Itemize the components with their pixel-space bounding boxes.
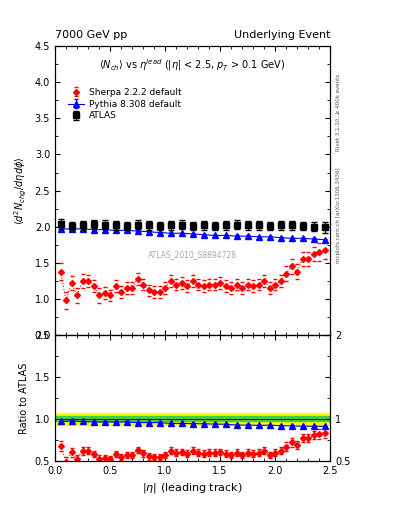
Bar <box>55 413 330 425</box>
Text: 7000 GeV pp: 7000 GeV pp <box>55 30 127 40</box>
Bar <box>55 416 330 421</box>
Text: mcplots.cern.ch [arXiv:1306.3436]: mcplots.cern.ch [arXiv:1306.3436] <box>336 167 341 263</box>
Y-axis label: $\langle d^2 N_{chg}/d\eta d\phi \rangle$: $\langle d^2 N_{chg}/d\eta d\phi \rangle… <box>13 156 29 225</box>
Text: Rivet 3.1.10, ≥ 400k events: Rivet 3.1.10, ≥ 400k events <box>336 74 341 151</box>
Text: $\langle N_{ch}\rangle$ vs $\eta^{lead}$ ($|\eta|$ < 2.5, $p_{T}$ > 0.1 GeV): $\langle N_{ch}\rangle$ vs $\eta^{lead}$… <box>99 58 286 73</box>
X-axis label: $|\eta|$ (leading track): $|\eta|$ (leading track) <box>142 481 243 495</box>
Text: ATLAS_2010_S8894728: ATLAS_2010_S8894728 <box>148 250 237 259</box>
Text: Underlying Event: Underlying Event <box>233 30 330 40</box>
Y-axis label: Ratio to ATLAS: Ratio to ATLAS <box>19 362 29 434</box>
Legend: Sherpa 2.2.2 default, Pythia 8.308 default, ATLAS: Sherpa 2.2.2 default, Pythia 8.308 defau… <box>65 86 184 123</box>
